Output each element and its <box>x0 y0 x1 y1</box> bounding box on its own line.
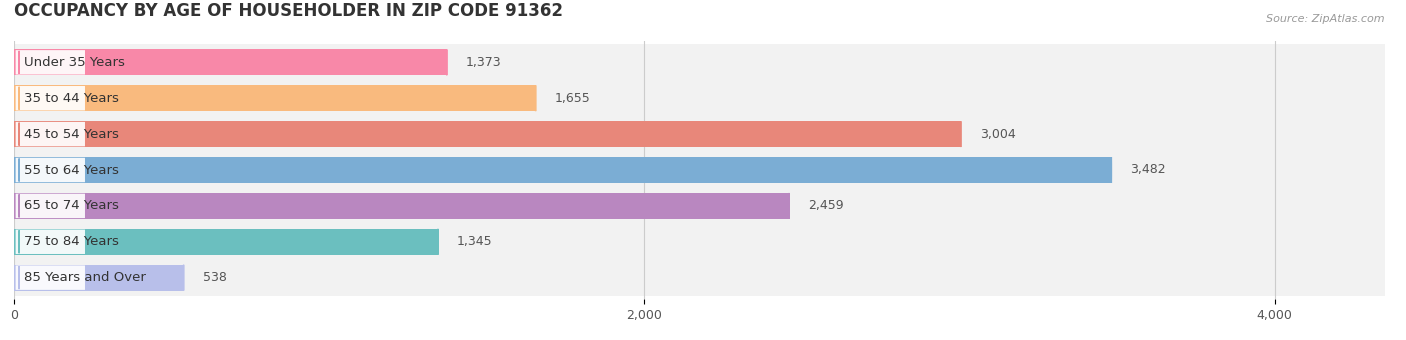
Text: 3,004: 3,004 <box>980 128 1015 141</box>
Text: 3,482: 3,482 <box>1130 164 1166 176</box>
Text: 1,655: 1,655 <box>554 92 591 105</box>
Bar <box>14 80 1385 116</box>
Text: Under 35 Years: Under 35 Years <box>24 56 125 69</box>
Text: 2,459: 2,459 <box>808 199 844 212</box>
Text: 75 to 84 Years: 75 to 84 Years <box>24 235 120 248</box>
Bar <box>14 265 184 291</box>
FancyBboxPatch shape <box>15 194 84 218</box>
Bar <box>14 157 1111 183</box>
Text: 45 to 54 Years: 45 to 54 Years <box>24 128 120 141</box>
Bar <box>14 45 1385 80</box>
Bar <box>14 121 960 147</box>
Text: 538: 538 <box>202 271 226 284</box>
Text: 35 to 44 Years: 35 to 44 Years <box>24 92 120 105</box>
Bar <box>14 152 1385 188</box>
Bar <box>14 188 1385 224</box>
Bar <box>14 260 1385 295</box>
Text: 85 Years and Over: 85 Years and Over <box>24 271 146 284</box>
Text: 55 to 64 Years: 55 to 64 Years <box>24 164 120 176</box>
Text: 1,345: 1,345 <box>457 235 492 248</box>
Text: OCCUPANCY BY AGE OF HOUSEHOLDER IN ZIP CODE 91362: OCCUPANCY BY AGE OF HOUSEHOLDER IN ZIP C… <box>14 2 562 20</box>
FancyBboxPatch shape <box>15 266 84 290</box>
FancyBboxPatch shape <box>15 50 84 74</box>
Bar <box>14 229 437 255</box>
Text: 65 to 74 Years: 65 to 74 Years <box>24 199 120 212</box>
Bar <box>14 193 789 219</box>
Text: 1,373: 1,373 <box>465 56 502 69</box>
FancyBboxPatch shape <box>15 122 84 146</box>
Text: Source: ZipAtlas.com: Source: ZipAtlas.com <box>1267 14 1385 23</box>
Bar <box>14 49 447 75</box>
Bar <box>14 224 1385 260</box>
FancyBboxPatch shape <box>15 86 84 110</box>
Bar <box>14 85 536 111</box>
FancyBboxPatch shape <box>15 158 84 182</box>
Bar <box>14 116 1385 152</box>
FancyBboxPatch shape <box>15 230 84 254</box>
